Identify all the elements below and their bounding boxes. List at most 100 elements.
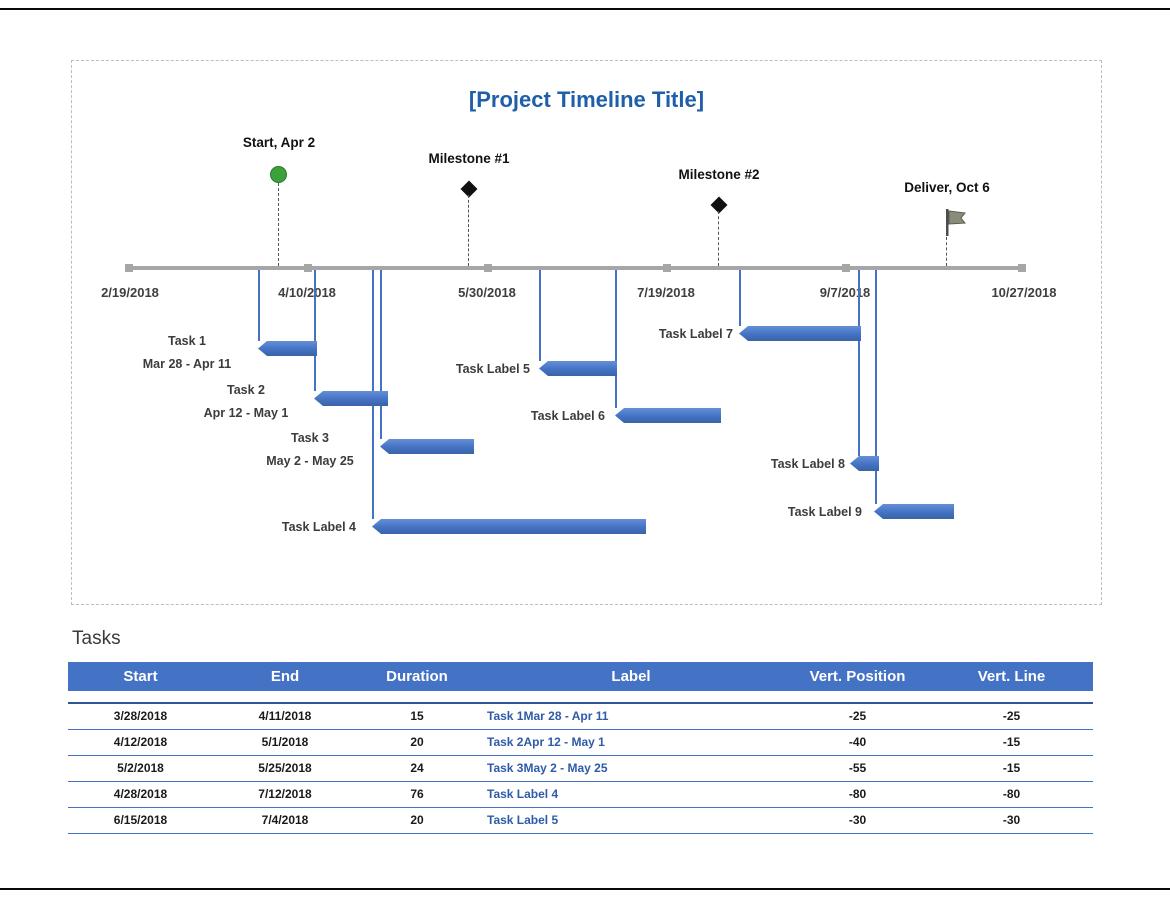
tasks-table: Start End Duration Label Vert. Position … — [68, 662, 1093, 834]
task-label-name: Task 3 — [291, 431, 329, 445]
task-connector-line — [875, 270, 877, 504]
milestone-label-2: Milestone #2 — [678, 167, 760, 182]
cell-vert-position: -80 — [785, 781, 930, 808]
cell-label: Task 1Mar 28 - Apr 11 — [477, 703, 785, 730]
task-bar — [615, 408, 721, 423]
cell-vert-position: -30 — [785, 807, 930, 834]
cell-vert-position: -55 — [785, 755, 930, 782]
task-label-dates: Mar 28 - Apr 11 — [142, 357, 232, 371]
task-label-dates: May 2 - May 25 — [266, 454, 354, 468]
task-connector-line — [615, 270, 617, 408]
table-row: 4/12/2018 5/1/2018 20 Task 2Apr 12 - May… — [68, 729, 1093, 756]
column-header-end: End — [213, 662, 357, 691]
milestone-dashed-line — [468, 195, 469, 266]
axis-date-label: 4/10/2018 — [278, 285, 336, 300]
cell-label: Task Label 5 — [477, 807, 785, 834]
cell-duration: 15 — [357, 703, 477, 730]
cell-start: 4/28/2018 — [68, 781, 213, 808]
table-row: 3/28/2018 4/11/2018 15 Task 1Mar 28 - Ap… — [68, 703, 1093, 730]
task-label-dates: Apr 12 - May 1 — [203, 406, 289, 420]
table-header-row: Start End Duration Label Vert. Position … — [68, 662, 1093, 691]
axis-date-label: 10/27/2018 — [991, 285, 1057, 300]
task-bar — [258, 341, 317, 356]
milestone-label-deliver: Deliver, Oct 6 — [904, 180, 990, 195]
task-label-name: Task 1 — [168, 334, 206, 348]
task-connector-line — [739, 270, 741, 326]
task-connector-line — [858, 270, 860, 456]
cell-duration: 24 — [357, 755, 477, 782]
cell-vert-position: -25 — [785, 703, 930, 730]
spacer-row — [68, 691, 1093, 704]
axis-tick — [125, 264, 133, 272]
cell-vert-position: -40 — [785, 729, 930, 756]
page-title: [Project Timeline Title] — [468, 87, 705, 112]
cell-label: Task 3May 2 - May 25 — [477, 755, 785, 782]
cell-start: 5/2/2018 — [68, 755, 213, 782]
cell-label: Task Label 4 — [477, 781, 785, 808]
cell-start: 4/12/2018 — [68, 729, 213, 756]
axis-tick — [484, 264, 492, 272]
table-row: 6/15/2018 7/4/2018 20 Task Label 5 -30 -… — [68, 807, 1093, 834]
axis-date-label: 7/19/2018 — [637, 285, 695, 300]
task-connector-line — [380, 270, 382, 439]
task-connector-line — [258, 270, 260, 341]
axis-tick — [663, 264, 671, 272]
table-row: 5/2/2018 5/25/2018 24 Task 3May 2 - May … — [68, 755, 1093, 782]
cell-end: 5/1/2018 — [213, 729, 357, 756]
cell-vert-line: -80 — [930, 781, 1093, 808]
task-label: Task 1 Mar 28 - Apr 11 — [107, 330, 267, 376]
axis-tick — [304, 264, 312, 272]
cell-vert-line: -25 — [930, 703, 1093, 730]
task-bar — [739, 326, 861, 341]
cell-end: 4/11/2018 — [213, 703, 357, 730]
milestone-dashed-line — [946, 237, 947, 266]
bottom-rule — [0, 888, 1170, 890]
task-bar — [314, 391, 388, 406]
column-header-vert-position: Vert. Position — [785, 662, 930, 691]
cell-duration: 20 — [357, 729, 477, 756]
milestone-diamond-icon — [710, 196, 728, 214]
cell-vert-line: -15 — [930, 729, 1093, 756]
tasks-heading: Tasks — [72, 628, 121, 649]
task-label: Task 3 May 2 - May 25 — [230, 427, 390, 473]
cell-vert-line: -30 — [930, 807, 1093, 834]
task-label: Task Label 8 — [770, 457, 845, 471]
task-label: Task Label 9 — [787, 505, 862, 519]
task-bar — [850, 456, 879, 471]
table-row: 4/28/2018 7/12/2018 76 Task Label 4 -80 … — [68, 781, 1093, 808]
axis-date-label: 2/19/2018 — [101, 285, 159, 300]
task-bar — [874, 504, 954, 519]
task-connector-line — [314, 270, 316, 391]
cell-vert-line: -15 — [930, 755, 1093, 782]
task-label: Task Label 6 — [530, 409, 605, 423]
task-label: Task Label 4 — [281, 520, 356, 534]
milestone-dashed-line — [278, 183, 279, 266]
milestone-label-start: Start, Apr 2 — [242, 135, 316, 150]
flag-icon — [946, 209, 966, 236]
task-bar — [372, 519, 646, 534]
cell-duration: 76 — [357, 781, 477, 808]
column-header-duration: Duration — [357, 662, 477, 691]
timeline-axis — [128, 266, 1022, 270]
task-label: Task 2 Apr 12 - May 1 — [166, 379, 326, 425]
cell-duration: 20 — [357, 807, 477, 834]
cell-end: 5/25/2018 — [213, 755, 357, 782]
axis-tick — [842, 264, 850, 272]
milestone-diamond-icon — [460, 180, 478, 198]
task-bar — [380, 439, 474, 454]
task-label: Task Label 5 — [455, 362, 530, 376]
top-rule — [0, 8, 1170, 10]
axis-date-label: 5/30/2018 — [458, 285, 516, 300]
axis-tick — [1018, 264, 1026, 272]
axis-date-label: 9/7/2018 — [819, 285, 871, 300]
milestone-label-1: Milestone #1 — [428, 151, 510, 166]
cell-label: Task 2Apr 12 - May 1 — [477, 729, 785, 756]
column-header-label: Label — [477, 662, 785, 691]
column-header-start: Start — [68, 662, 213, 691]
start-circle-icon — [270, 166, 287, 183]
milestone-dashed-line — [718, 211, 719, 266]
task-bar — [539, 361, 617, 376]
cell-end: 7/12/2018 — [213, 781, 357, 808]
cell-end: 7/4/2018 — [213, 807, 357, 834]
task-label-name: Task 2 — [227, 383, 265, 397]
